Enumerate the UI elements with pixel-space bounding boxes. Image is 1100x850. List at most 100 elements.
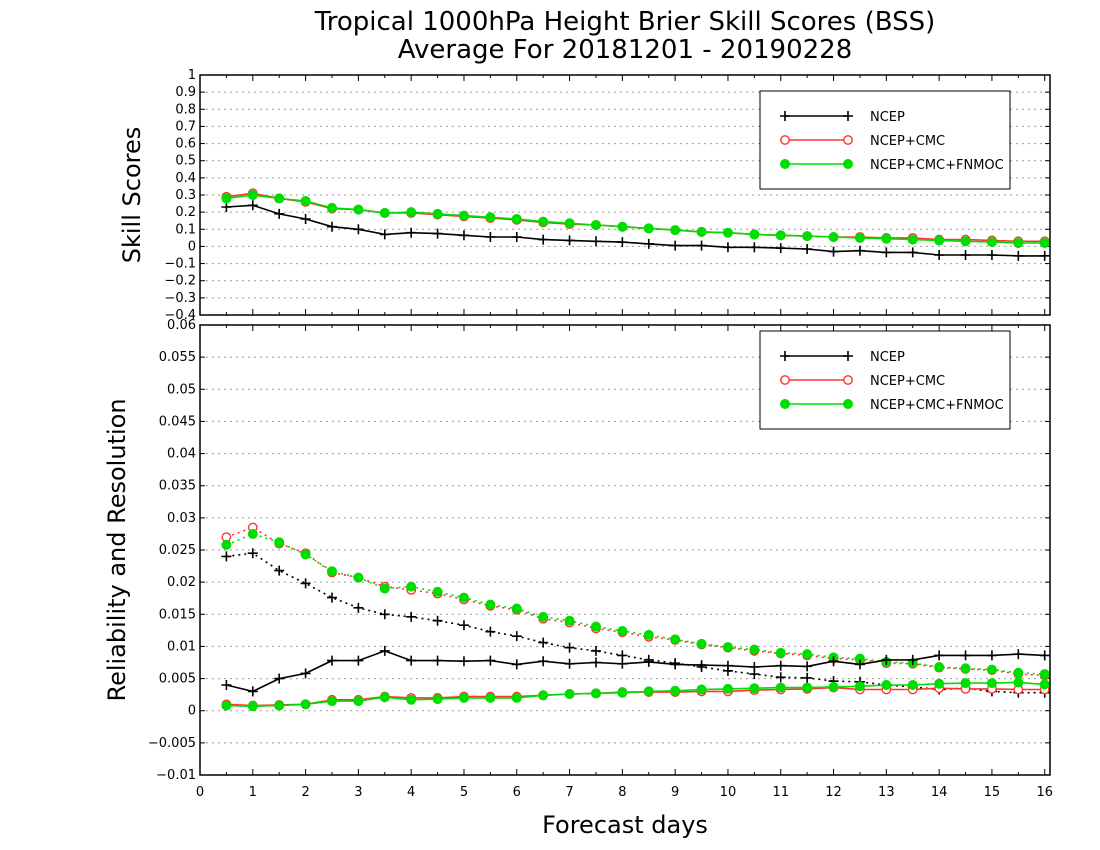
data-point (300, 549, 311, 560)
data-point (274, 537, 285, 548)
data-point (300, 196, 311, 206)
data-point (1013, 677, 1024, 688)
legend-marker (843, 351, 853, 361)
series-line (226, 204, 1045, 257)
data-point (221, 539, 232, 550)
data-point (986, 650, 997, 661)
series-ncep-cmc-resolution (221, 522, 1050, 681)
series-line (226, 681, 1045, 708)
y-tick-label: 1 (188, 68, 196, 83)
data-point (907, 654, 918, 665)
data-point (960, 663, 971, 674)
series-line (226, 533, 1045, 675)
y-tick-label: 0.055 (159, 350, 196, 365)
data-point (749, 683, 760, 694)
legend-marker (843, 399, 853, 409)
data-point (828, 232, 839, 242)
data-point (485, 655, 496, 666)
data-point (881, 247, 892, 258)
data-point (590, 621, 601, 632)
data-point (590, 220, 601, 230)
legend-marker (843, 159, 853, 169)
data-point (1013, 250, 1024, 261)
data-point (802, 661, 813, 672)
data-point (986, 664, 997, 675)
series-ncep-cmc-reliability (221, 682, 1050, 711)
data-point (326, 202, 337, 213)
data-point (538, 216, 549, 227)
data-point (696, 660, 707, 671)
data-point (1013, 238, 1024, 248)
data-point (564, 235, 575, 246)
chart-subtitle: Average For 20181201 - 20190228 (398, 35, 853, 65)
data-point (749, 229, 760, 240)
data-point (617, 626, 628, 636)
data-point (590, 657, 601, 668)
data-point (564, 689, 575, 699)
data-point (670, 685, 681, 696)
data-point (854, 232, 865, 243)
y-tick-label: −0.1 (164, 257, 196, 272)
y-tick-label: 0.3 (175, 188, 196, 203)
y-tick-label: 0.05 (167, 382, 196, 397)
data-point (722, 683, 733, 694)
series-ncep-cmc-fnmoc (221, 190, 1050, 248)
data-point (379, 208, 390, 218)
series-ncep-cmc-fnmoc-reliability (221, 677, 1050, 712)
x-tick-label: 2 (301, 785, 309, 800)
y-tick-label: 0 (188, 704, 196, 719)
data-point (590, 645, 601, 656)
series-line (226, 686, 1045, 707)
data-point (300, 578, 311, 589)
data-point (458, 592, 469, 603)
data-point (564, 615, 575, 626)
data-point (511, 603, 522, 614)
data-point (274, 673, 285, 684)
data-point (379, 609, 390, 620)
y-tick-label: 0.6 (175, 137, 196, 152)
data-point (221, 700, 232, 711)
data-point (986, 250, 997, 260)
series-line (226, 552, 1045, 694)
data-point (353, 696, 364, 707)
legend-label: NCEP (870, 350, 905, 365)
legend-marker (843, 375, 853, 385)
data-point (221, 193, 232, 204)
data-point (934, 235, 945, 246)
data-point (934, 250, 945, 260)
data-point (643, 686, 654, 697)
data-point (802, 682, 813, 693)
data-point (485, 212, 496, 223)
data-point (247, 190, 258, 200)
y-tick-label: 0.04 (167, 447, 196, 462)
x-tick-label: 3 (354, 785, 362, 800)
y-tick-label: 0.035 (159, 479, 196, 494)
data-point (722, 660, 733, 671)
data-point (643, 656, 654, 667)
data-point (353, 224, 364, 235)
data-point (432, 694, 443, 705)
data-point (326, 566, 337, 577)
data-point (590, 688, 601, 699)
data-point (696, 638, 707, 649)
legend-label: NCEP (870, 110, 905, 125)
data-point (854, 681, 865, 692)
data-point (564, 642, 575, 653)
y-tick-label: 0.045 (159, 414, 196, 429)
data-point (538, 234, 549, 245)
data-point (326, 696, 337, 707)
x-axis-label: Forecast days (542, 811, 708, 839)
data-point (485, 232, 496, 242)
data-point (934, 650, 945, 661)
data-point (696, 226, 707, 237)
legend-marker (780, 159, 790, 169)
data-point (406, 611, 417, 622)
data-point (353, 602, 364, 613)
x-tick-label: 5 (460, 785, 468, 800)
data-point (379, 645, 390, 656)
y-tick-label: 0.5 (175, 154, 196, 169)
data-point (617, 221, 628, 232)
x-tick-label: 4 (407, 785, 415, 800)
